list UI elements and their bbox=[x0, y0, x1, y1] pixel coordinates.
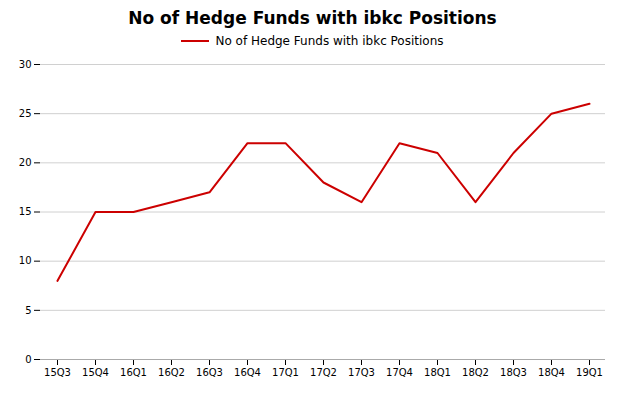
svg-text:18Q2: 18Q2 bbox=[462, 367, 489, 378]
svg-text:18Q1: 18Q1 bbox=[424, 367, 451, 378]
svg-text:25: 25 bbox=[19, 108, 32, 119]
svg-text:0: 0 bbox=[25, 354, 31, 365]
svg-text:17Q4: 17Q4 bbox=[386, 367, 413, 378]
svg-text:17Q3: 17Q3 bbox=[348, 367, 375, 378]
svg-text:16Q4: 16Q4 bbox=[234, 367, 261, 378]
svg-text:10: 10 bbox=[19, 255, 32, 266]
svg-text:15Q3: 15Q3 bbox=[44, 367, 71, 378]
svg-text:16Q1: 16Q1 bbox=[120, 367, 147, 378]
svg-text:15Q4: 15Q4 bbox=[82, 367, 109, 378]
svg-text:17Q1: 17Q1 bbox=[272, 367, 299, 378]
svg-text:17Q2: 17Q2 bbox=[310, 367, 337, 378]
svg-text:19Q1: 19Q1 bbox=[576, 367, 603, 378]
svg-text:16Q2: 16Q2 bbox=[158, 367, 185, 378]
html-text:No of Hedge Funds with ibkc Po: No of Hedge Funds with ibkc Positions bbox=[215, 34, 444, 48]
svg-text:18Q4: 18Q4 bbox=[538, 367, 565, 378]
html-text:No of Hedge Funds with ibkc Po: No of Hedge Funds with ibkc Positions bbox=[128, 8, 497, 28]
svg-text:16Q3: 16Q3 bbox=[196, 367, 223, 378]
svg-text:15: 15 bbox=[19, 206, 32, 217]
svg-text:5: 5 bbox=[25, 305, 31, 316]
svg-text:30: 30 bbox=[19, 59, 32, 70]
svg-text:20: 20 bbox=[19, 157, 32, 168]
svg-text:18Q3: 18Q3 bbox=[500, 367, 527, 378]
